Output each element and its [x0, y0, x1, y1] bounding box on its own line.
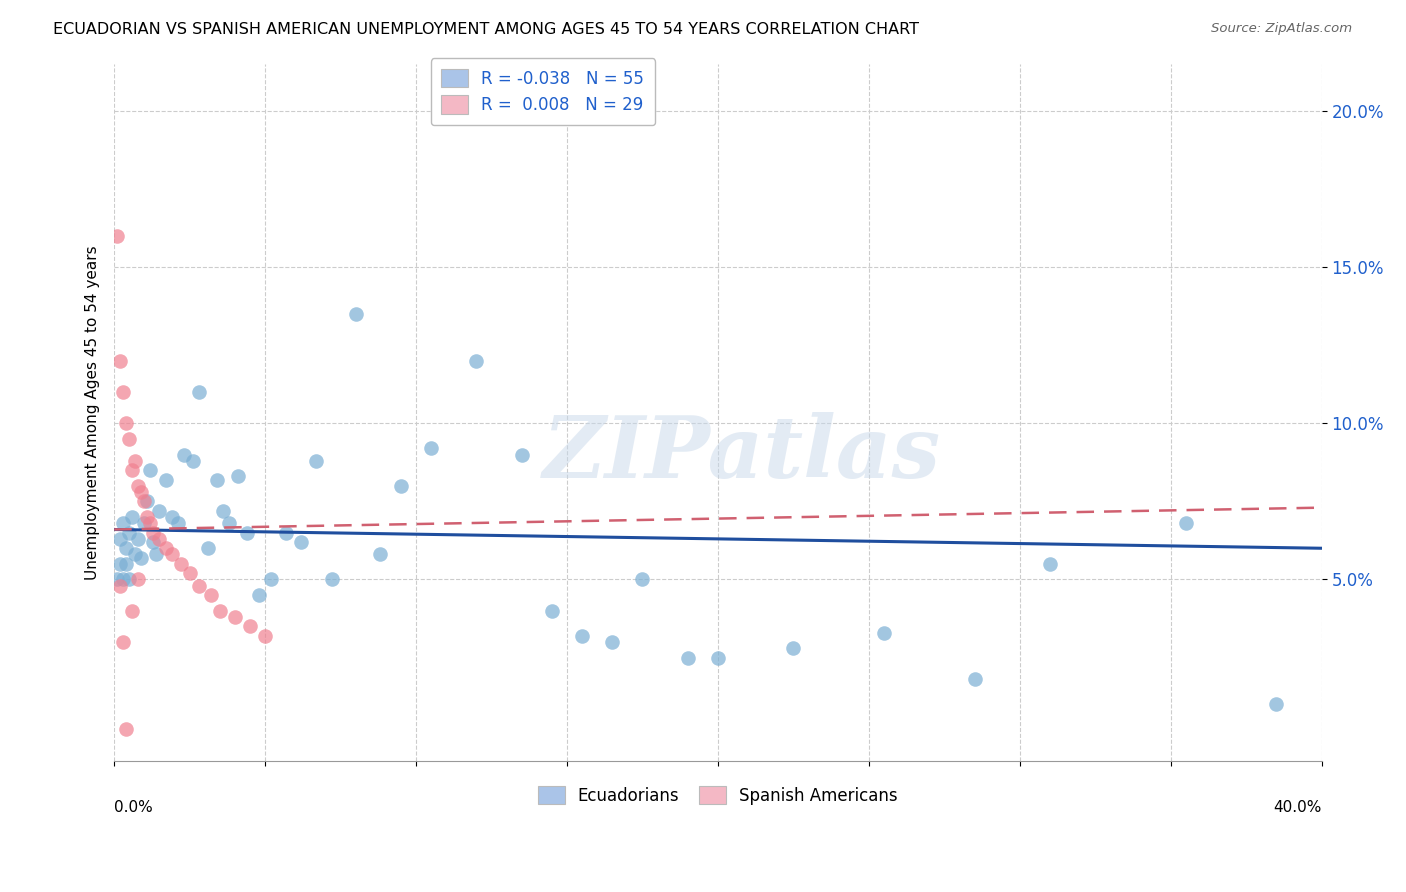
Point [155, 473, 177, 487]
Point [224, 610, 246, 624]
Point [160, 510, 183, 524]
Point [389, 479, 412, 493]
Text: 40.0%: 40.0% [1274, 799, 1322, 814]
Point [173, 448, 195, 462]
Point [105, 573, 128, 587]
Point [782, 641, 804, 656]
Point [136, 510, 159, 524]
Point [115, 557, 138, 571]
Point [134, 516, 156, 531]
Point [571, 629, 593, 643]
Point [1174, 516, 1197, 531]
Point [110, 557, 132, 571]
Point [226, 469, 249, 483]
Point [148, 504, 170, 518]
Point [169, 557, 191, 571]
Point [115, 417, 138, 431]
Point [236, 525, 259, 540]
Point [208, 604, 231, 618]
Text: Source: ZipAtlas.com: Source: ZipAtlas.com [1212, 22, 1353, 36]
Point [127, 479, 149, 493]
Point [121, 604, 143, 618]
Point [112, 516, 135, 531]
Point [139, 516, 162, 531]
Point [148, 532, 170, 546]
Point [260, 573, 283, 587]
Point [139, 463, 162, 477]
Point [187, 579, 209, 593]
Point [239, 619, 262, 633]
Point [631, 573, 654, 587]
Point [873, 625, 896, 640]
Point [118, 432, 141, 446]
Point [124, 454, 146, 468]
Point [115, 723, 138, 737]
Point [131, 485, 153, 500]
Point [160, 548, 183, 562]
Point [155, 541, 177, 556]
Point [110, 354, 132, 368]
Point [321, 573, 343, 587]
Point [105, 228, 128, 243]
Point [127, 532, 149, 546]
Point [181, 454, 204, 468]
Point [179, 566, 201, 581]
Point [166, 516, 188, 531]
Point [600, 635, 623, 649]
Point [112, 573, 135, 587]
Point [136, 494, 159, 508]
Point [541, 604, 564, 618]
Point [205, 473, 228, 487]
Point [187, 385, 209, 400]
Point [115, 541, 138, 556]
Point [142, 525, 165, 540]
Point [305, 454, 328, 468]
Text: ZIPatlas: ZIPatlas [543, 412, 941, 496]
Point [368, 548, 391, 562]
Point [290, 535, 312, 549]
Point [465, 354, 488, 368]
Point [707, 650, 730, 665]
Text: ECUADORIAN VS SPANISH AMERICAN UNEMPLOYMENT AMONG AGES 45 TO 54 YEARS CORRELATIO: ECUADORIAN VS SPANISH AMERICAN UNEMPLOYM… [53, 22, 920, 37]
Point [254, 629, 277, 643]
Text: 0.0%: 0.0% [114, 799, 153, 814]
Point [1039, 557, 1062, 571]
Point [112, 385, 135, 400]
Point [145, 548, 167, 562]
Point [121, 510, 143, 524]
Point [420, 442, 443, 456]
Point [197, 541, 219, 556]
Point [110, 532, 132, 546]
Point [118, 525, 141, 540]
Legend: Ecuadorians, Spanish Americans: Ecuadorians, Spanish Americans [531, 780, 904, 812]
Point [676, 650, 699, 665]
Point [121, 463, 143, 477]
Point [112, 635, 135, 649]
Point [118, 573, 141, 587]
Point [218, 516, 240, 531]
Point [110, 579, 132, 593]
Point [247, 588, 270, 602]
Point [344, 307, 367, 321]
Point [963, 673, 986, 687]
Point [212, 504, 235, 518]
Point [276, 525, 298, 540]
Y-axis label: Unemployment Among Ages 45 to 54 years: Unemployment Among Ages 45 to 54 years [86, 245, 100, 580]
Point [124, 548, 146, 562]
Point [510, 448, 533, 462]
Point [1265, 698, 1288, 712]
Point [127, 573, 149, 587]
Point [200, 588, 222, 602]
Point [131, 550, 153, 565]
Point [134, 494, 156, 508]
Point [142, 535, 165, 549]
